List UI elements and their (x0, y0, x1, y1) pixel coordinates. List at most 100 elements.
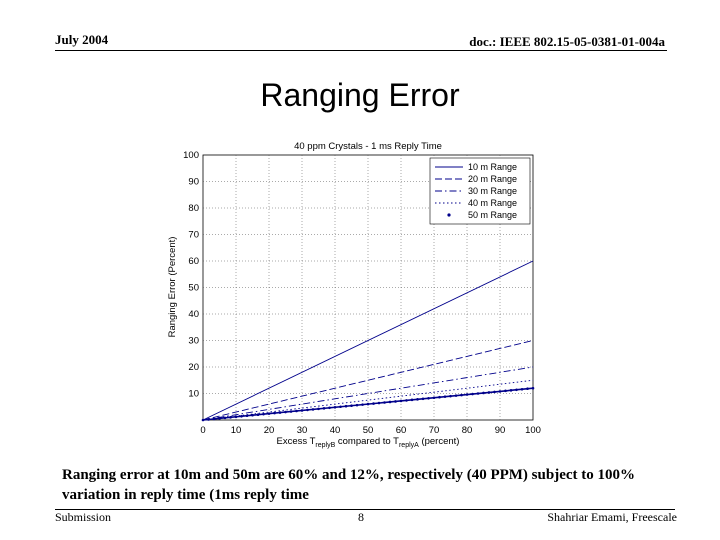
series-marker (471, 392, 474, 396)
series-marker (509, 389, 513, 392)
x-tick-label: 20 (264, 425, 275, 436)
legend: 10 m Range 20 m Range 30 m Range 40 m Range… (429, 157, 531, 225)
series-marker (212, 417, 216, 421)
series-marker (278, 411, 282, 414)
x-tick-label: 10 (231, 425, 242, 436)
x-tick-label: 60 (396, 425, 407, 436)
legend-box (429, 157, 531, 225)
series-marker (361, 403, 364, 406)
y-tick-label: 10 (188, 389, 199, 400)
series-marker (344, 404, 348, 408)
series-marker (449, 394, 452, 398)
series-marker (218, 417, 221, 420)
slide-title: Ranging Error (260, 77, 460, 113)
series-marker (289, 410, 293, 413)
series-marker (333, 405, 337, 409)
series-marker (229, 416, 232, 419)
footer-divider (55, 509, 675, 510)
series-marker (526, 387, 529, 391)
grid-lines (203, 155, 533, 420)
series-marker (317, 407, 320, 411)
series-marker (267, 412, 271, 415)
series-marker (454, 394, 458, 397)
series-marker (251, 413, 254, 417)
series-marker (405, 399, 408, 402)
footer-submission: Submission (55, 510, 112, 524)
series-line (202, 340, 534, 421)
header-date: July 2004 (55, 32, 109, 47)
header-divider (55, 50, 667, 51)
y-tick-label: 100 (183, 150, 199, 161)
series-marker (223, 416, 227, 420)
x-axis-label: Excess TreplyB compared to TreplyA (perc… (277, 436, 460, 449)
y-tick-label: 20 (188, 362, 199, 373)
series-marker (383, 401, 386, 404)
series-line (202, 366, 534, 421)
x-axis-label-mid: compared to T (335, 436, 399, 447)
legend-label: 40 m Range (468, 198, 517, 208)
y-tick-label: 90 (188, 177, 199, 188)
series-marker (531, 386, 535, 390)
x-axis-label-sub-b: replyB (315, 442, 335, 449)
series-marker (493, 390, 496, 394)
series-marker (388, 400, 392, 404)
series-marker (311, 408, 315, 411)
x-tick-label: 70 (429, 425, 440, 436)
series-marker (427, 396, 430, 400)
series-marker (328, 406, 331, 410)
series-marker (207, 418, 210, 421)
legend-label: 20 m Range (468, 174, 517, 184)
x-tick-label: 0 (200, 425, 205, 436)
footer-author: Shahriar Emami, Freescale (547, 510, 677, 524)
y-tick-label: 50 (188, 283, 199, 294)
series-marker (350, 404, 353, 407)
series-marker (498, 390, 502, 393)
x-tick-label: 40 (330, 425, 341, 436)
series-marker (273, 411, 276, 415)
series-marker (438, 395, 441, 399)
series-marker (465, 393, 469, 396)
ranging-error-chart: 0 10 20 30 40 50 60 70 80 90 100 10 20 30 40 50 60 70 80 90… (167, 141, 541, 449)
legend-label: 30 m Range (468, 186, 517, 196)
y-tick-label: 40 (188, 309, 199, 320)
series-marker (234, 415, 238, 419)
series-marker (201, 418, 205, 422)
series-marker (322, 407, 326, 410)
series-marker (284, 410, 287, 414)
chart-title: 40 ppm Crystals - 1 ms Reply Time (294, 141, 442, 152)
series-marker (355, 403, 359, 407)
x-tick-label: 30 (297, 425, 308, 436)
series-marker (256, 413, 260, 417)
header-doc-id: doc.: IEEE 802.15-05-0381-01-004a (469, 34, 665, 49)
series-marker (416, 398, 419, 401)
series-marker (366, 402, 370, 406)
series-marker (306, 408, 309, 412)
series-marker (432, 396, 436, 400)
series-marker (421, 397, 425, 401)
legend-label: 10 m Range (468, 162, 517, 172)
series-marker (487, 391, 491, 394)
tick-labels: 0 10 20 30 40 50 60 70 80 90 100 10 20 30 40 50 60 70 80 90… (183, 150, 541, 436)
series-marker (410, 398, 414, 402)
series-line (202, 379, 534, 421)
series-group (201, 260, 535, 422)
x-axis-label-main: Excess T (277, 436, 316, 447)
legend-swatch (447, 213, 451, 217)
series-marker (482, 391, 485, 395)
y-tick-label: 30 (188, 336, 199, 347)
y-tick-label: 80 (188, 203, 199, 214)
series-marker (300, 409, 304, 412)
series-marker (443, 395, 447, 398)
series-marker (394, 400, 397, 403)
footer-page-number: 8 (358, 510, 364, 524)
series-marker (339, 405, 342, 409)
series-marker (372, 402, 375, 405)
series-marker (476, 392, 480, 395)
series-marker (377, 401, 381, 405)
x-axis-label-sub-a: replyA (399, 442, 419, 449)
series-marker (399, 399, 403, 403)
y-tick-label: 70 (188, 230, 199, 241)
series-line (202, 260, 534, 421)
series-marker (515, 388, 518, 392)
x-tick-label: 100 (525, 425, 541, 436)
